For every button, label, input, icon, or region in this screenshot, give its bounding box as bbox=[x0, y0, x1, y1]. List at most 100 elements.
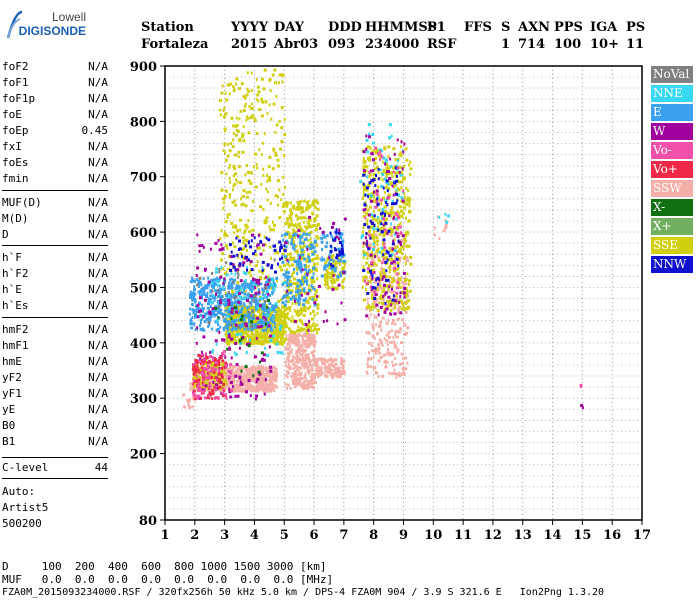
data-point bbox=[267, 370, 270, 374]
data-point bbox=[268, 103, 271, 107]
data-point bbox=[244, 173, 247, 177]
data-point bbox=[274, 310, 277, 314]
data-point bbox=[377, 258, 381, 262]
data-point bbox=[321, 247, 323, 251]
data-point bbox=[284, 241, 288, 245]
data-point bbox=[300, 282, 304, 286]
data-point bbox=[259, 374, 261, 378]
data-point bbox=[240, 380, 242, 384]
data-point bbox=[374, 241, 376, 245]
data-point bbox=[243, 302, 246, 306]
data-point bbox=[275, 338, 278, 342]
data-point bbox=[278, 322, 281, 326]
data-point bbox=[263, 375, 267, 379]
data-point bbox=[323, 274, 327, 278]
data-point bbox=[234, 301, 237, 304]
param-value: N/A bbox=[88, 283, 108, 296]
data-point bbox=[201, 382, 204, 385]
data-point bbox=[306, 382, 310, 385]
data-point bbox=[302, 322, 304, 326]
data-point bbox=[372, 149, 376, 153]
data-point bbox=[394, 249, 398, 253]
data-point bbox=[366, 175, 369, 179]
data-point bbox=[282, 331, 286, 335]
data-point bbox=[256, 85, 260, 89]
data-point bbox=[270, 375, 274, 379]
data-point bbox=[267, 292, 270, 296]
data-point bbox=[289, 291, 293, 295]
data-point bbox=[210, 350, 214, 354]
data-point bbox=[208, 385, 212, 389]
data-point bbox=[247, 379, 251, 382]
data-point bbox=[240, 372, 242, 376]
data-point bbox=[399, 327, 403, 331]
data-point bbox=[328, 265, 331, 269]
data-point bbox=[207, 283, 211, 287]
data-point bbox=[284, 185, 286, 189]
data-point bbox=[228, 177, 231, 181]
data-point bbox=[240, 306, 244, 310]
data-point bbox=[321, 230, 325, 234]
data-point bbox=[242, 256, 246, 260]
data-point bbox=[298, 222, 301, 226]
data-point bbox=[255, 162, 258, 166]
data-point bbox=[204, 268, 207, 272]
data-point bbox=[193, 298, 197, 302]
data-point bbox=[256, 321, 260, 325]
data-point bbox=[192, 365, 196, 369]
data-point bbox=[368, 175, 371, 179]
data-point bbox=[203, 370, 207, 373]
data-point bbox=[286, 253, 289, 257]
data-point bbox=[324, 369, 328, 373]
data-point bbox=[394, 171, 398, 175]
data-point bbox=[365, 138, 369, 142]
data-point bbox=[241, 379, 244, 383]
x-tick-label: 9 bbox=[399, 528, 408, 543]
data-point bbox=[388, 275, 392, 279]
data-point bbox=[402, 369, 405, 373]
data-point bbox=[238, 286, 242, 290]
data-point bbox=[331, 278, 334, 282]
data-point bbox=[370, 357, 373, 361]
data-point bbox=[289, 208, 293, 212]
data-point bbox=[254, 338, 257, 342]
data-point bbox=[262, 292, 265, 296]
data-point bbox=[267, 321, 270, 325]
data-point bbox=[267, 327, 270, 331]
data-point bbox=[221, 252, 225, 256]
data-point bbox=[334, 280, 337, 284]
data-point bbox=[385, 339, 389, 343]
data-point bbox=[294, 233, 297, 237]
data-point bbox=[336, 375, 340, 379]
data-point bbox=[231, 307, 234, 311]
data-point bbox=[315, 327, 317, 331]
header-label: P1 bbox=[427, 20, 446, 35]
data-point bbox=[392, 230, 395, 233]
data-point bbox=[293, 339, 296, 343]
logo-line-1: Lowell bbox=[51, 10, 86, 24]
data-point bbox=[299, 366, 303, 370]
data-point bbox=[241, 382, 244, 386]
data-point bbox=[263, 221, 267, 225]
data-point bbox=[313, 250, 317, 253]
data-point bbox=[247, 131, 251, 135]
data-point bbox=[218, 367, 221, 370]
data-point bbox=[195, 341, 198, 345]
data-point bbox=[343, 217, 347, 221]
data-point bbox=[399, 291, 402, 295]
data-point bbox=[248, 321, 252, 325]
data-point bbox=[374, 347, 378, 351]
data-point bbox=[325, 260, 328, 264]
data-point bbox=[398, 170, 401, 174]
data-point bbox=[255, 308, 258, 312]
data-point bbox=[209, 373, 212, 377]
data-point bbox=[196, 326, 199, 330]
data-point bbox=[304, 344, 308, 348]
data-point bbox=[255, 386, 259, 390]
param-name: foEp bbox=[2, 124, 29, 137]
data-point bbox=[254, 397, 257, 401]
data-point bbox=[385, 333, 389, 337]
data-point bbox=[268, 334, 272, 338]
data-point bbox=[383, 288, 386, 292]
data-point bbox=[220, 248, 224, 252]
